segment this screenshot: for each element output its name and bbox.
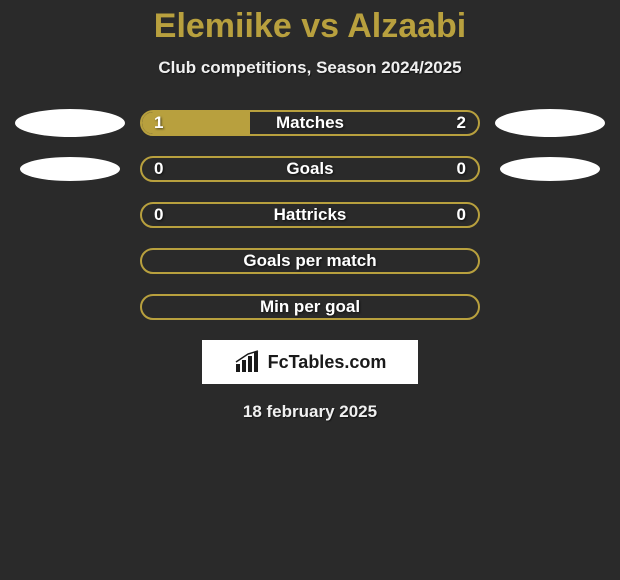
player-avatar-right bbox=[500, 157, 600, 181]
left-avatar-slot bbox=[0, 109, 140, 137]
stat-label: Goals per match bbox=[243, 251, 376, 271]
stat-bar: 0 0 Hattricks bbox=[140, 202, 480, 228]
stat-row: 1 2 Matches bbox=[0, 110, 620, 136]
stat-value-right: 0 bbox=[457, 205, 466, 225]
left-avatar-slot bbox=[0, 157, 140, 181]
page-subtitle: Club competitions, Season 2024/2025 bbox=[0, 58, 620, 78]
stat-bar: 1 2 Matches bbox=[140, 110, 480, 136]
logo-box: FcTables.com bbox=[202, 340, 418, 384]
stat-rows: 1 2 Matches 0 0 Goals 0 0 Hattricks Goals per mat… bbox=[0, 110, 620, 320]
stat-row: 0 0 Goals bbox=[0, 156, 620, 182]
stat-value-right: 2 bbox=[457, 113, 466, 133]
stat-value-left: 1 bbox=[154, 113, 163, 133]
stat-bar: Min per goal bbox=[140, 294, 480, 320]
stat-label: Min per goal bbox=[260, 297, 360, 317]
player-avatar-left bbox=[15, 109, 125, 137]
stat-label: Goals bbox=[286, 159, 333, 179]
stat-row: Min per goal bbox=[0, 294, 620, 320]
logo-chart-icon bbox=[234, 350, 262, 374]
page-title: Elemiike vs Alzaabi bbox=[0, 7, 620, 46]
logo-text: FcTables.com bbox=[268, 352, 387, 373]
player-avatar-left bbox=[20, 157, 120, 181]
stat-value-left: 0 bbox=[154, 159, 163, 179]
comparison-card: Elemiike vs Alzaabi Club competitions, S… bbox=[0, 0, 620, 422]
player-avatar-right bbox=[495, 109, 605, 137]
right-avatar-slot bbox=[480, 157, 620, 181]
stat-value-left: 0 bbox=[154, 205, 163, 225]
stat-label: Hattricks bbox=[274, 205, 347, 225]
stat-row: Goals per match bbox=[0, 248, 620, 274]
stat-label: Matches bbox=[276, 113, 344, 133]
stat-bar: 0 0 Goals bbox=[140, 156, 480, 182]
stat-row: 0 0 Hattricks bbox=[0, 202, 620, 228]
stat-bar: Goals per match bbox=[140, 248, 480, 274]
right-avatar-slot bbox=[480, 109, 620, 137]
date-label: 18 february 2025 bbox=[0, 402, 620, 422]
stat-value-right: 0 bbox=[457, 159, 466, 179]
